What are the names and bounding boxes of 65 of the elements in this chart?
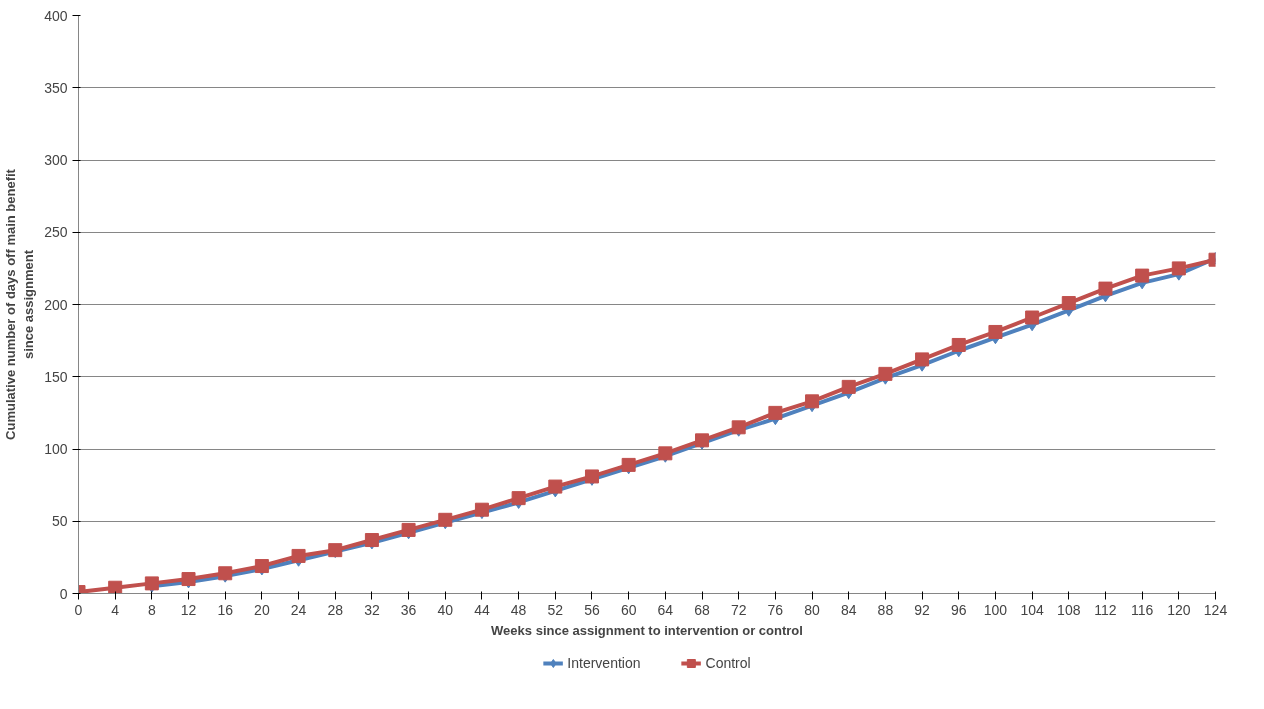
- x-tick-label: 48: [510, 601, 527, 618]
- x-tick-label: 40: [437, 601, 454, 618]
- point: [805, 394, 820, 409]
- point: [438, 512, 453, 527]
- x-tick-label: 92: [914, 601, 931, 618]
- x-tick-label: 108: [1057, 601, 1081, 618]
- x-tick-label: 72: [730, 601, 747, 618]
- x-tick-label: 112: [1094, 601, 1117, 618]
- point: [878, 366, 893, 381]
- x-tick-label: 80: [804, 601, 821, 618]
- x-tick-label: 68: [694, 601, 711, 618]
- x-tick-label: 88: [877, 601, 894, 618]
- point: [951, 337, 966, 352]
- point: [1171, 261, 1186, 276]
- x-tick-label: 28: [327, 601, 344, 618]
- x-tick-label: 52: [547, 601, 564, 618]
- point: [474, 502, 489, 517]
- y-tick-label: 250: [44, 224, 68, 241]
- x-tick-label: 96: [950, 601, 967, 618]
- point: [621, 457, 636, 472]
- point: [401, 522, 416, 537]
- point: [108, 580, 123, 594]
- x-tick-label: 44: [474, 601, 490, 618]
- x-tick-label: 16: [217, 601, 234, 618]
- x-tick-label: 20: [254, 601, 270, 618]
- x-tick-label: 4: [111, 601, 120, 618]
- point: [915, 352, 930, 367]
- x-tick-label: 0: [74, 601, 83, 618]
- legend-label: Control: [705, 654, 751, 671]
- y-tick-label: 50: [51, 513, 68, 530]
- point: [1098, 281, 1113, 296]
- x-tick-label: 36: [400, 601, 417, 618]
- x-axis-title: Weeks since assignment to intervention or control: [491, 622, 803, 638]
- y-tick-label: 300: [44, 152, 68, 168]
- y-axis-title: Cumulative number of days off main benefit since assignment: [3, 168, 37, 440]
- x-tick-label: 56: [584, 601, 600, 618]
- point: [841, 379, 856, 394]
- x-tick-label: 100: [983, 601, 1008, 618]
- x-tick-label: 60: [620, 601, 637, 618]
- point: [1135, 268, 1150, 283]
- y-tick-label: 150: [44, 368, 68, 385]
- point: [291, 548, 306, 563]
- point: [988, 324, 1003, 339]
- x-tick-label: 84: [840, 601, 857, 618]
- x-tick-label: 124: [1203, 601, 1228, 618]
- x-tick-label: 12: [180, 601, 197, 618]
- point: [768, 405, 783, 420]
- point: [1061, 296, 1076, 311]
- x-tick-label: 120: [1167, 601, 1191, 618]
- x-tick-label: 64: [657, 601, 674, 618]
- x-tick-label: 104: [1020, 601, 1045, 618]
- y-tick-label: 350: [44, 79, 68, 96]
- y-tick-label: 100: [44, 441, 68, 457]
- x-tick-label: 116: [1130, 601, 1154, 618]
- y-tick-label: 200: [44, 296, 68, 313]
- x-tick-label: 24: [290, 601, 307, 618]
- point: [1025, 310, 1040, 325]
- legend-label: Intervention: [567, 654, 641, 671]
- x-tick-label: 8: [147, 601, 156, 618]
- x-tick-label: 76: [767, 601, 784, 618]
- point: [548, 479, 563, 494]
- y-tick-label: 0: [59, 585, 68, 602]
- point: [511, 491, 526, 506]
- x-tick-label: 32: [364, 601, 380, 618]
- y-tick-label: 400: [44, 7, 68, 24]
